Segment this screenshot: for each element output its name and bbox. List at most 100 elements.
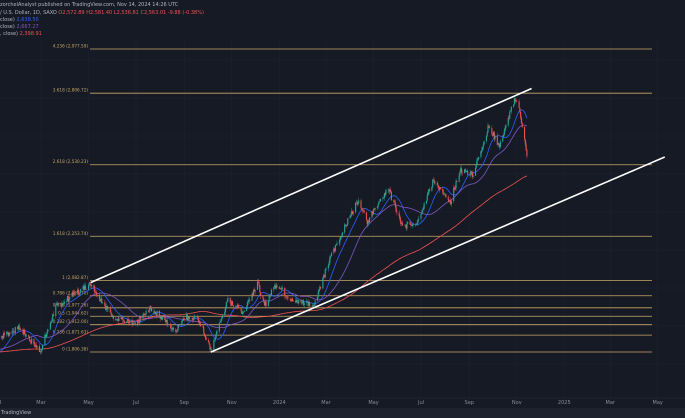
candle-body bbox=[352, 212, 354, 215]
symbol-name: / U.S. Dollar, 1D, SAXO bbox=[0, 10, 57, 16]
candle-body bbox=[189, 318, 191, 320]
candle-body bbox=[18, 325, 20, 330]
moving-average-line bbox=[0, 124, 528, 350]
candle-body bbox=[317, 291, 319, 297]
candle-body bbox=[51, 319, 53, 322]
candle-body bbox=[442, 188, 444, 193]
candle-body bbox=[351, 210, 353, 216]
candle-body bbox=[3, 332, 5, 339]
candle-body bbox=[350, 215, 352, 216]
candle-body bbox=[28, 336, 30, 340]
candle-body bbox=[165, 319, 167, 323]
candle-body bbox=[13, 332, 16, 334]
candle-body bbox=[308, 302, 310, 306]
candle-body bbox=[87, 285, 90, 290]
candle-body bbox=[57, 303, 59, 304]
candle-body bbox=[220, 320, 222, 322]
candle-body bbox=[458, 175, 460, 182]
candle-body bbox=[394, 202, 396, 206]
candle-body bbox=[436, 182, 438, 185]
fib-level-label: 0.786 (2,023.70) bbox=[53, 290, 89, 295]
plot-background bbox=[0, 0, 685, 408]
candle-body bbox=[246, 306, 248, 311]
candle-body bbox=[372, 209, 375, 215]
candle-body bbox=[432, 179, 434, 187]
candle-body bbox=[361, 207, 363, 210]
candle-body bbox=[181, 320, 183, 324]
candle-body bbox=[191, 318, 193, 319]
candle-body bbox=[322, 277, 324, 289]
candle-body bbox=[101, 302, 104, 304]
x-tick-label: 2025 bbox=[558, 400, 571, 406]
fib-level-label: 0.618 (1,977.26) bbox=[53, 302, 89, 307]
candle-body bbox=[253, 289, 255, 296]
candle-body bbox=[155, 313, 157, 317]
candle-body bbox=[465, 171, 467, 173]
candle-body bbox=[318, 289, 320, 292]
candle-body bbox=[472, 175, 474, 177]
candle-body bbox=[232, 305, 234, 307]
candle-body bbox=[481, 147, 484, 150]
candle-body bbox=[198, 320, 200, 323]
candle-body bbox=[66, 301, 68, 302]
candle-body bbox=[449, 200, 451, 202]
candle-body bbox=[27, 335, 30, 337]
candle-body bbox=[265, 301, 267, 306]
candle-body bbox=[407, 221, 409, 224]
candle-body bbox=[169, 324, 171, 326]
candle-body bbox=[374, 207, 376, 210]
candle-body bbox=[314, 300, 316, 306]
x-tick-label: May bbox=[653, 400, 663, 406]
candle-body bbox=[453, 187, 456, 190]
candle-body bbox=[499, 141, 501, 148]
candle-body bbox=[120, 317, 122, 320]
candle-body bbox=[417, 219, 419, 224]
candle-body bbox=[453, 187, 455, 202]
candle-body bbox=[80, 288, 82, 293]
candle-body bbox=[478, 157, 480, 160]
candle-body bbox=[194, 316, 196, 317]
candle-body bbox=[133, 322, 135, 324]
candle-body bbox=[355, 202, 357, 203]
candle-body bbox=[20, 329, 22, 330]
candle-body bbox=[423, 203, 425, 209]
candle-body bbox=[414, 224, 417, 226]
candle-body bbox=[96, 293, 98, 295]
candle-body bbox=[36, 345, 38, 348]
candle-body bbox=[177, 324, 179, 331]
candle-body bbox=[481, 149, 483, 152]
candle-body bbox=[127, 319, 129, 322]
candle-body bbox=[471, 172, 473, 177]
candle-body bbox=[281, 287, 283, 290]
x-tick-label: Nov bbox=[227, 400, 237, 406]
candle-body bbox=[9, 332, 11, 335]
candle-body bbox=[224, 308, 227, 312]
candle-body bbox=[273, 287, 275, 290]
channel-upper-line bbox=[90, 87, 532, 284]
candle-body bbox=[502, 136, 504, 142]
candle-body bbox=[312, 305, 314, 308]
ma1-legend[interactable]: close) 2,638.50 bbox=[0, 17, 39, 23]
candle-body bbox=[63, 301, 65, 304]
candle-body bbox=[225, 302, 227, 309]
fib-level-label: 0 (1,806.38) bbox=[62, 347, 88, 352]
candle-body bbox=[2, 336, 4, 339]
candle-body bbox=[148, 310, 150, 312]
candle-body bbox=[448, 199, 450, 202]
candle-body bbox=[371, 211, 373, 218]
price-chart[interactable]: 2023 Mar May Jul Sep Nov 2024 Mar May Jul Sep Nov 20… bbox=[0, 0, 685, 408]
candle-body bbox=[89, 282, 91, 283]
candle-body bbox=[207, 340, 209, 342]
candle-body bbox=[502, 134, 505, 137]
candle-body bbox=[488, 125, 490, 127]
candle-body bbox=[84, 285, 86, 290]
candle-body bbox=[138, 321, 140, 324]
candle-body bbox=[488, 126, 491, 129]
candle-body bbox=[470, 171, 472, 176]
candle-body bbox=[525, 144, 527, 150]
candle-body bbox=[186, 314, 188, 320]
ma2-legend[interactable]: close) 2,667.27 bbox=[0, 24, 39, 30]
candle-body bbox=[52, 314, 54, 320]
candle-body bbox=[289, 298, 291, 300]
ma3-legend[interactable]: , close) 2,398.91 bbox=[0, 31, 42, 37]
